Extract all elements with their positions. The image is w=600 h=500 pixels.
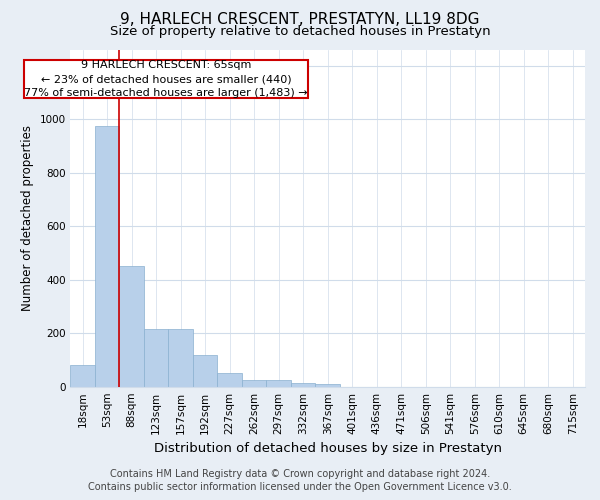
Bar (144, 329, 169, 386)
Bar (70, 366, 95, 386)
Text: Size of property relative to detached houses in Prestatyn: Size of property relative to detached ho… (110, 25, 490, 38)
Bar (193, 354, 217, 386)
Text: Contains HM Land Registry data © Crown copyright and database right 2024.
Contai: Contains HM Land Registry data © Crown c… (88, 470, 512, 492)
Text: 9 HARLECH CRESCENT: 65sqm
← 23% of detached houses are smaller (440)
77% of semi: 9 HARLECH CRESCENT: 65sqm ← 23% of detac… (24, 60, 308, 98)
Bar (291, 382, 316, 386)
Y-axis label: Number of detached properties: Number of detached properties (21, 126, 34, 312)
Text: 9, HARLECH CRESCENT, PRESTATYN, LL19 8DG: 9, HARLECH CRESCENT, PRESTATYN, LL19 8DG (120, 12, 480, 28)
Bar (169, 329, 193, 386)
Bar (266, 380, 291, 386)
Bar (119, 266, 144, 386)
X-axis label: Distribution of detached houses by size in Prestatyn: Distribution of detached houses by size … (154, 442, 502, 455)
Bar (95, 126, 119, 386)
Bar (316, 384, 340, 386)
Bar (217, 374, 242, 386)
Bar (242, 380, 266, 386)
